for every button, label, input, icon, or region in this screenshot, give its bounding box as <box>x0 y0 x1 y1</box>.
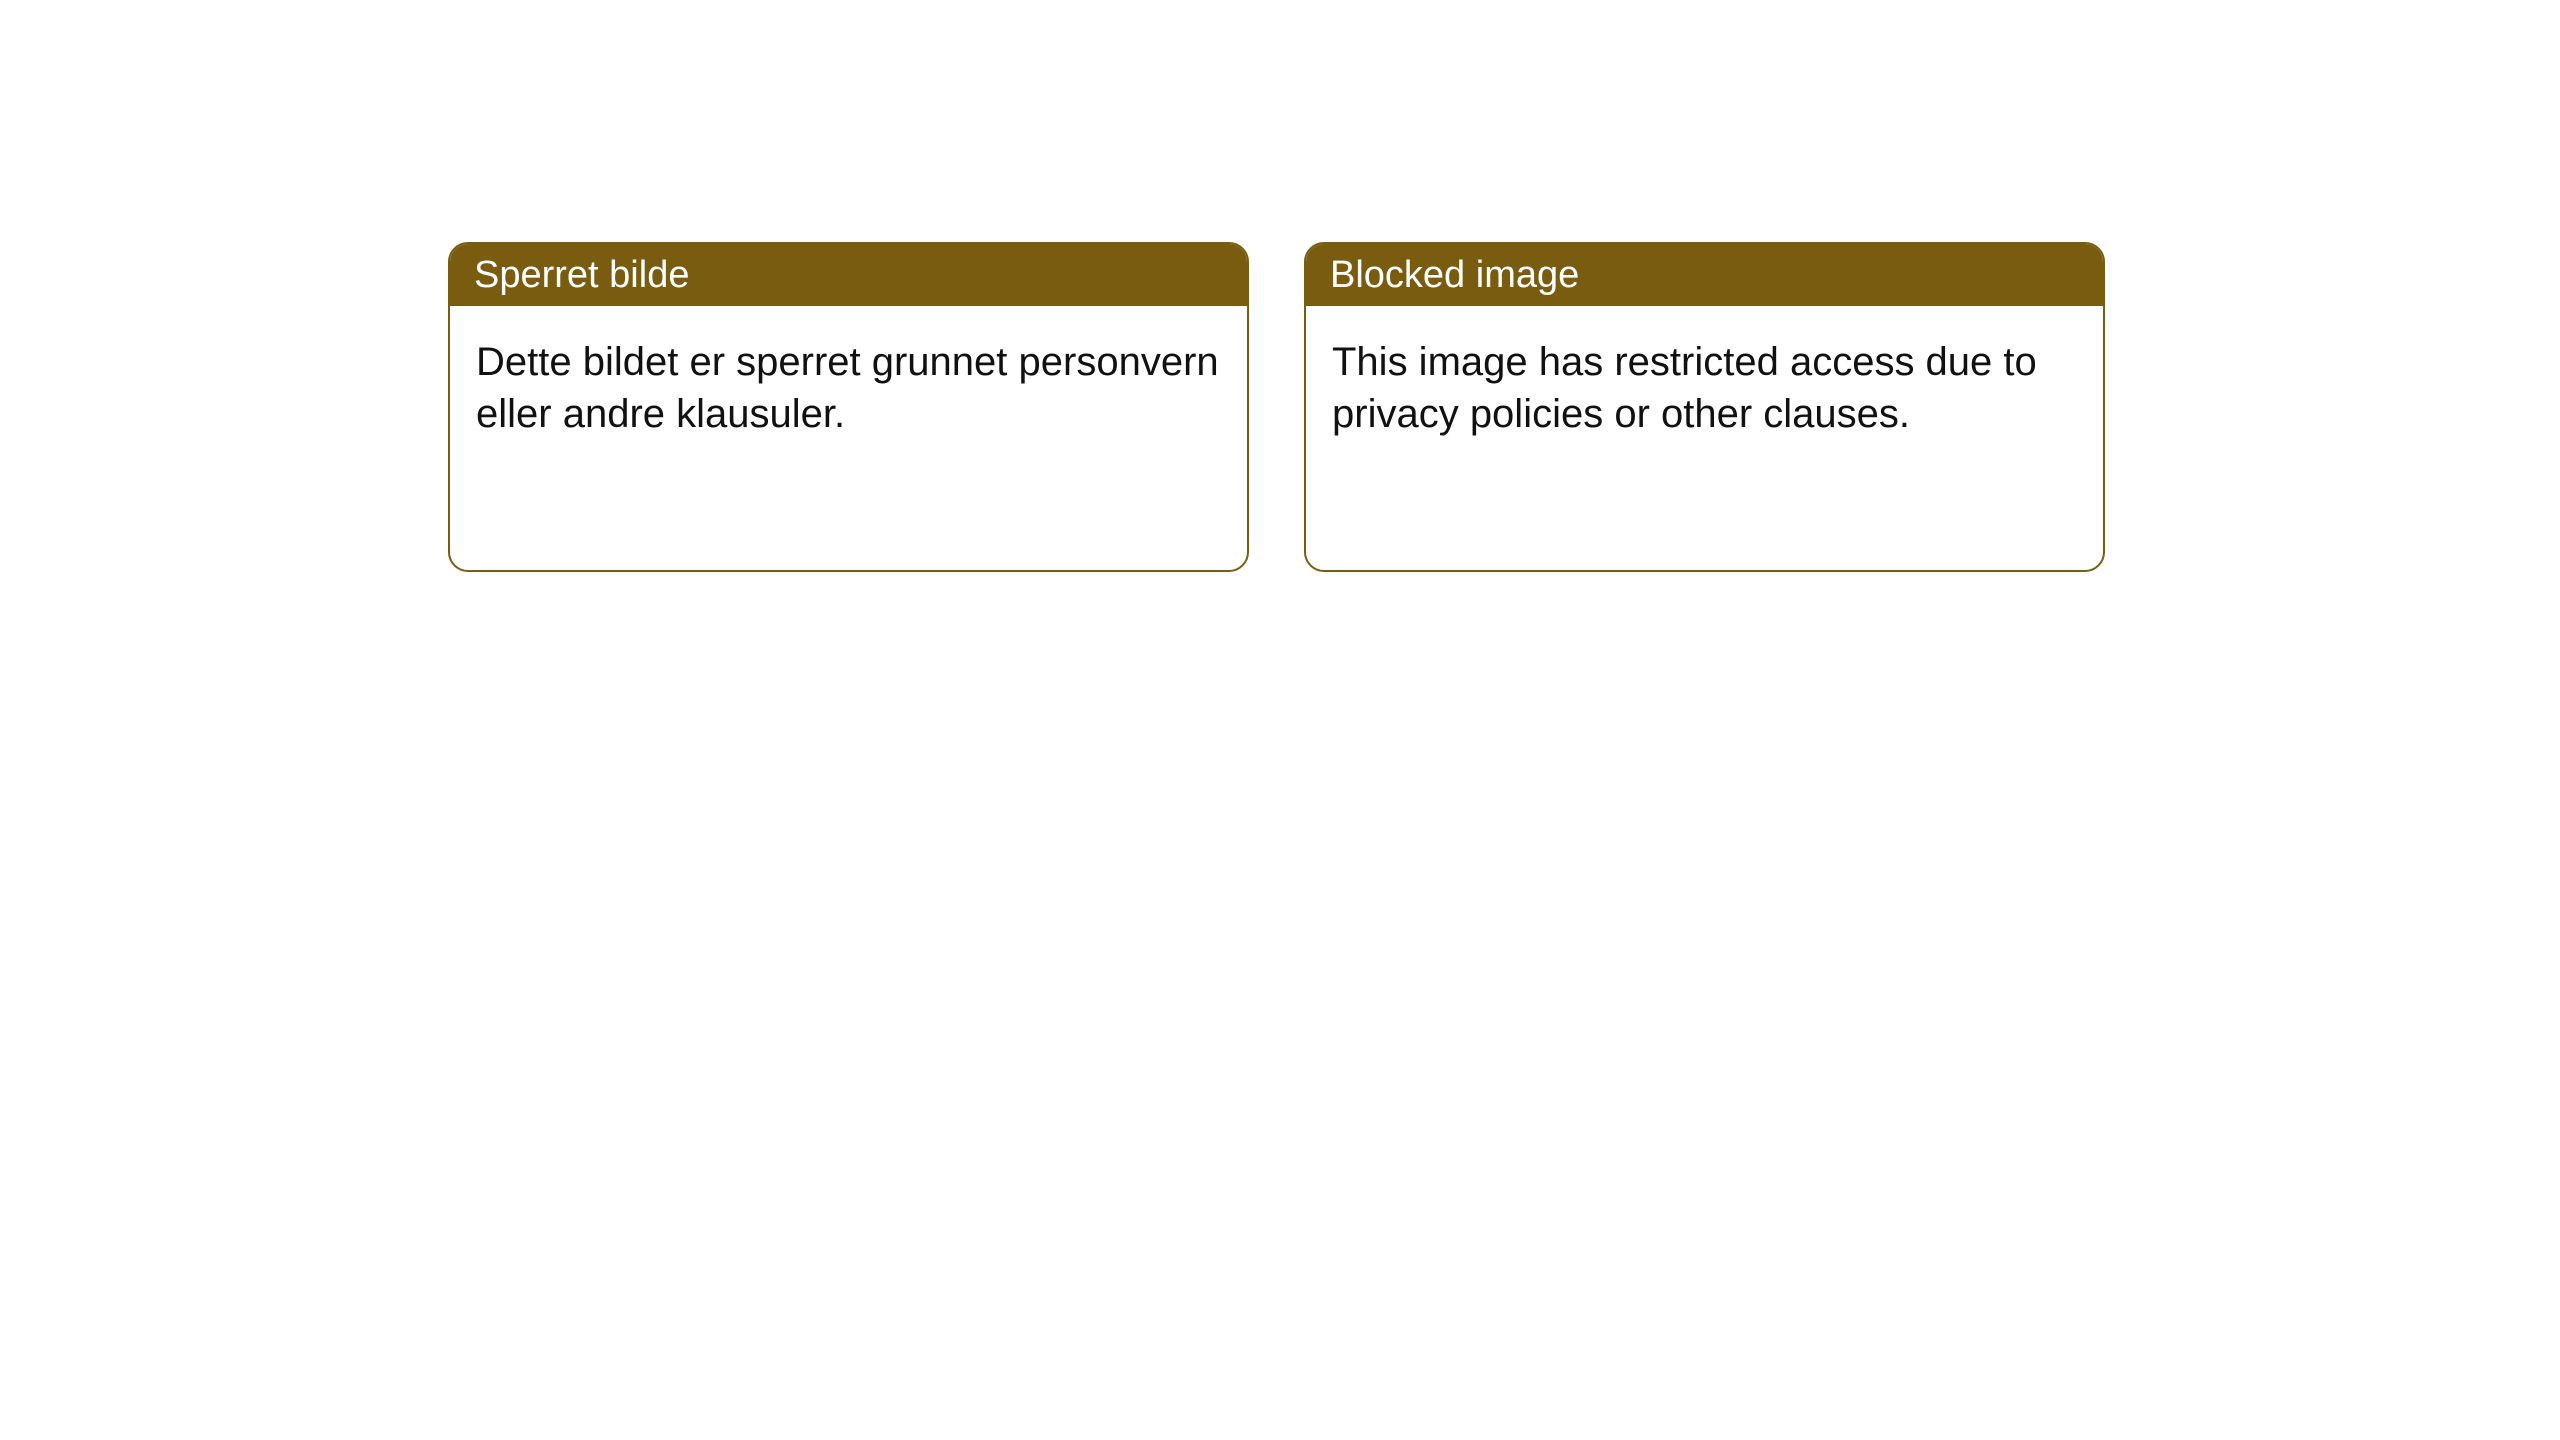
blocked-image-notice-header-en: Blocked image <box>1306 244 2103 306</box>
blocked-image-notice-card-no: Sperret bilde Dette bildet er sperret gr… <box>448 242 1249 572</box>
blocked-image-notice-header-no: Sperret bilde <box>450 244 1247 306</box>
blocked-image-notice-card-en: Blocked image This image has restricted … <box>1304 242 2105 572</box>
blocked-image-notice-body-no: Dette bildet er sperret grunnet personve… <box>450 306 1247 450</box>
blocked-image-notice-row: Sperret bilde Dette bildet er sperret gr… <box>0 0 2560 572</box>
blocked-image-notice-body-en: This image has restricted access due to … <box>1306 306 2103 450</box>
